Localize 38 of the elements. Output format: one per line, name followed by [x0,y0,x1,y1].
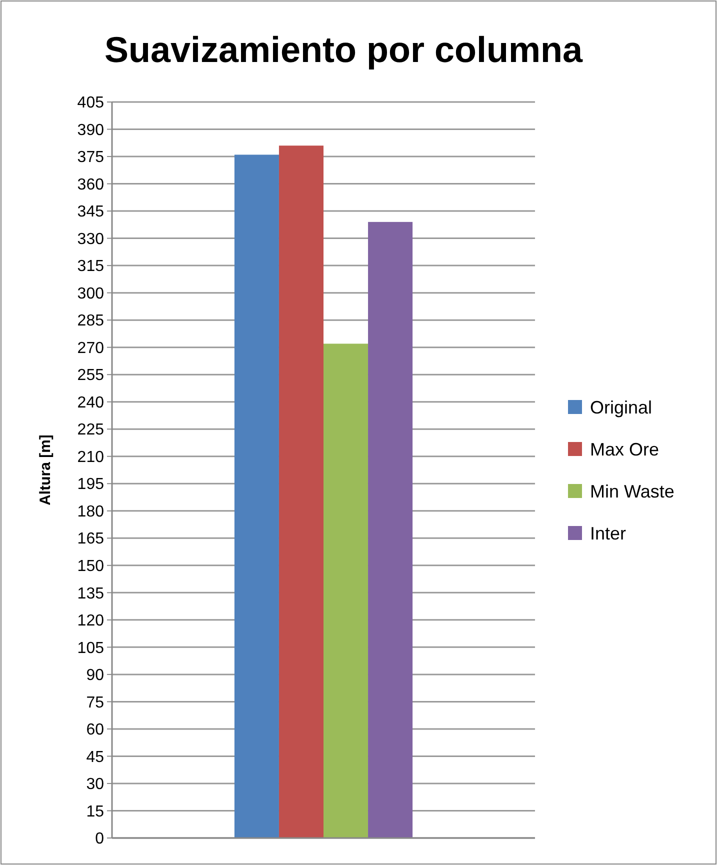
chart-title: Suavizamiento por columna [104,29,584,70]
y-tick-label: 330 [77,230,104,248]
y-tick-label: 315 [77,258,104,276]
y-tick-label: 45 [86,748,104,766]
y-tick-label: 390 [77,122,104,139]
y-tick-label: 285 [77,312,104,330]
legend-label: Max Ore [590,439,660,460]
bar [278,146,324,838]
y-tick-label: 120 [77,612,104,630]
y-tick-label: 375 [77,149,104,166]
legend-label: Inter [590,523,626,544]
y-tick-label: 75 [86,694,104,712]
y-tick-label: 345 [77,204,104,221]
y-tick-label: 255 [77,367,104,384]
legend-label: Original [590,397,652,418]
bar [368,222,413,838]
y-tick-label: 225 [77,422,104,439]
y-tick-label: 405 [77,94,104,112]
y-axis-title: Altura [m] [37,434,54,506]
y-tick-label: 60 [86,722,104,739]
y-tick-label: 180 [77,503,104,520]
y-tick-label: 150 [77,558,104,576]
y-tick-label: 0 [95,830,104,848]
y-tick-label: 135 [77,585,104,602]
y-tick-label: 360 [77,176,104,194]
y-tick-label: 15 [86,803,104,820]
legend-label: Min Waste [590,481,674,502]
y-tick-label: 270 [77,340,104,357]
y-tick-label: 195 [77,476,104,494]
y-tick-label: 210 [77,448,104,466]
y-tick-label: 165 [77,530,104,548]
y-tick-label: 300 [77,285,104,302]
bar [324,344,368,838]
y-tick-label: 30 [86,776,104,794]
y-tick-label: 240 [77,394,104,412]
y-tick-label: 90 [86,667,104,684]
bar [234,154,279,838]
y-tick-label: 105 [77,640,104,657]
